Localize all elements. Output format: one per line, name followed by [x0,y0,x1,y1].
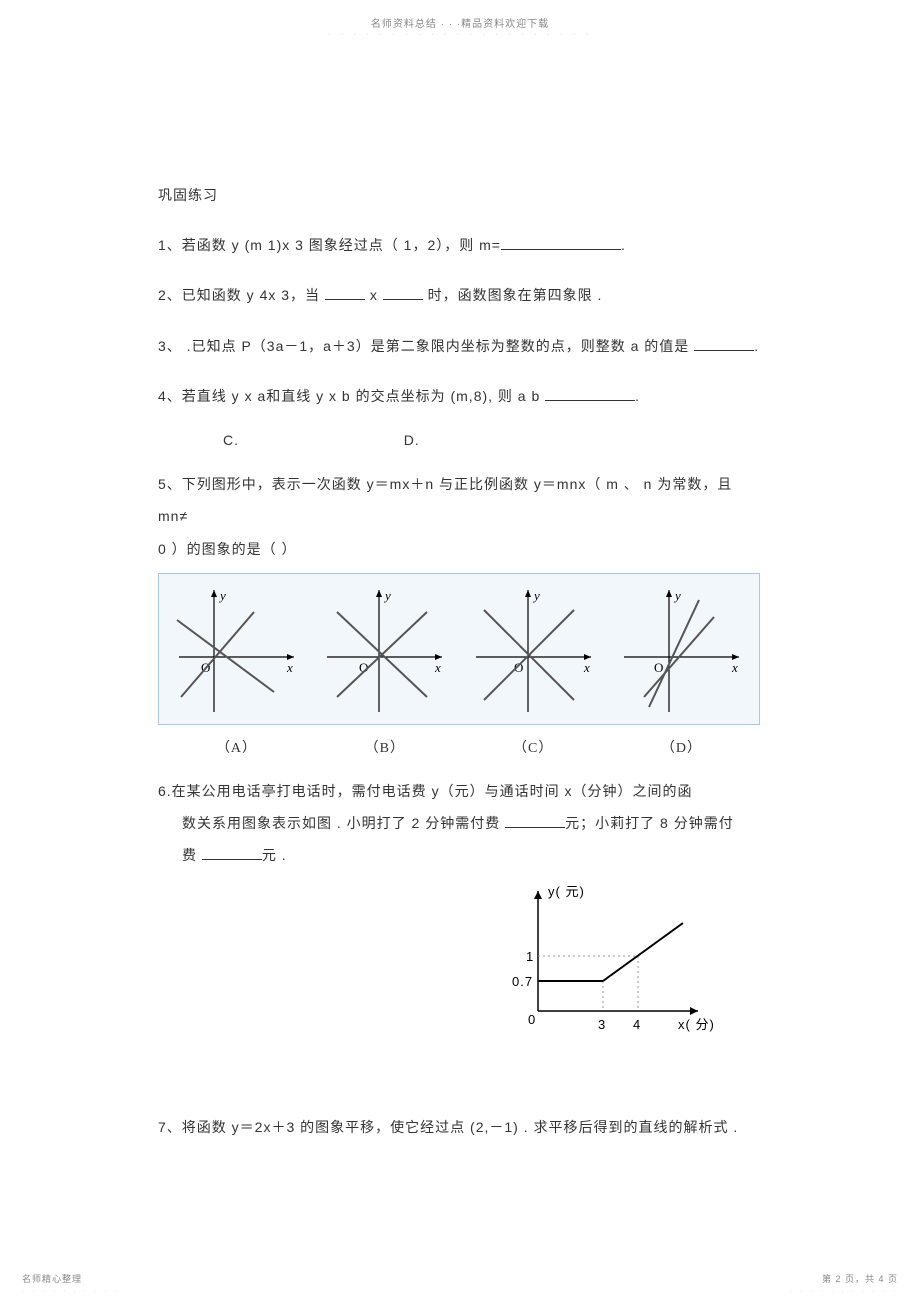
svg-text:x: x [583,660,591,675]
svg-text:x: x [286,660,294,675]
svg-text:O: O [654,660,664,675]
footer-dots-left: · · · · · · · · · · [22,1288,120,1295]
option-d-label: D. [404,432,420,448]
q6-line3a: 费 [182,847,197,863]
section-title: 巩固练习 [158,179,760,211]
option-a-chart: y x O （A） [169,582,304,722]
q2-blank-2 [383,286,423,300]
header-dots: · · · · · · · · · · · · · · · · · · · · … [0,30,920,39]
svg-text:y: y [673,588,682,603]
svg-text:0: 0 [528,1012,536,1027]
question-5: 5、下列图形中，表示一次函数 y＝mx＋n 与正比例函数 y＝mnx（ m 、 … [158,468,760,565]
phone-chart: y( 元) x( 分) 0 3 4 0.7 1 [498,881,718,1041]
q3-post: . [754,338,759,354]
content-area: 巩固练习 1、若函数 y (m 1)x 3 图象经过点（ 1，2），则 m=. … [0,39,920,1143]
option-d-label: （D） [614,733,749,765]
option-d-chart: y x O （D） [614,582,749,722]
svg-text:x: x [731,660,739,675]
q4-blank [545,387,635,401]
svg-text:x( 分): x( 分) [678,1017,715,1032]
header-line: 名师资料总结 · · ·精品资料欢迎下载 [0,0,920,30]
question-1: 1、若函数 y (m 1)x 3 图象经过点（ 1，2），则 m=. [158,229,760,261]
footer-dots-right: · · · · · · · · · · · [790,1288,898,1295]
svg-text:y: y [218,588,227,603]
q6-blank-2 [202,846,262,860]
cd-row: C. D. [158,424,760,456]
question-3: 3、 .已知点 P（3a－1，a＋3）是第二象限内坐标为整数的点，则整数 a 的… [158,330,760,362]
question-2: 2、已知函数 y 4x 3，当 x 时，函数图象在第四象限 . [158,279,760,311]
svg-text:3: 3 [598,1017,606,1032]
q2-mid: x [370,287,383,303]
q6-line2b: 元；小莉打了 8 分钟需付 [565,815,734,831]
question-7: 7、将函数 y＝2x＋3 的图象平移，使它经过点 (2,－1) . 求平移后得到… [158,1111,760,1143]
q5-line2: 0 ）的图象的是（ ） [158,533,760,565]
option-c-label: （C） [466,733,601,765]
option-b-chart: y x O （B） [317,582,452,722]
q2-blank-1 [325,286,365,300]
svg-text:y: y [532,588,541,603]
q2-pre: 2、已知函数 y 4x 3，当 [158,287,320,303]
options-row: y x O （A） y x O （B） [158,573,760,725]
q6-line2a: 数关系用图象表示如图 . 小明打了 2 分钟需付费 [182,815,505,831]
option-c-label: C. [223,432,239,448]
option-a-label: （A） [169,733,304,765]
q3-blank [694,337,754,351]
q1-text: 1、若函数 y (m 1)x 3 图象经过点（ 1，2），则 m= [158,237,501,253]
footer-left: 名师精心整理 [22,1272,82,1285]
q2-post: 时，函数图象在第四象限 . [428,287,603,303]
svg-text:y( 元): y( 元) [548,884,585,899]
question-6: 6.在某公用电话亭打电话时，需付电话费 y（元）与通话时间 x（分钟）之间的函 … [158,775,760,872]
q5-line1: 5、下列图形中，表示一次函数 y＝mx＋n 与正比例函数 y＝mnx（ m 、 … [158,468,760,532]
svg-text:0.7: 0.7 [512,974,533,989]
q6-line3b: 元 . [262,847,287,863]
q6-blank-1 [505,814,565,828]
question-4: 4、若直线 y x a和直线 y x b 的交点坐标为 (m,8), 则 a b… [158,380,760,412]
q6-line1: 6.在某公用电话亭打电话时，需付电话费 y（元）与通话时间 x（分钟）之间的函 [158,775,760,807]
q4-pre: 4、若直线 y x a和直线 y x b 的交点坐标为 (m,8), 则 a b [158,388,545,404]
option-b-label: （B） [317,733,452,765]
option-c-chart: y x O （C） [466,582,601,722]
q3-pre: 3、 .已知点 P（3a－1，a＋3）是第二象限内坐标为整数的点，则整数 a 的… [158,338,689,354]
footer-right: 第 2 页，共 4 页 [822,1272,898,1285]
svg-text:1: 1 [526,949,534,964]
q1-post: . [621,237,626,253]
svg-text:x: x [434,660,442,675]
svg-text:y: y [383,588,392,603]
q4-post: . [635,388,640,404]
q1-blank [501,236,621,250]
svg-text:4: 4 [633,1017,641,1032]
